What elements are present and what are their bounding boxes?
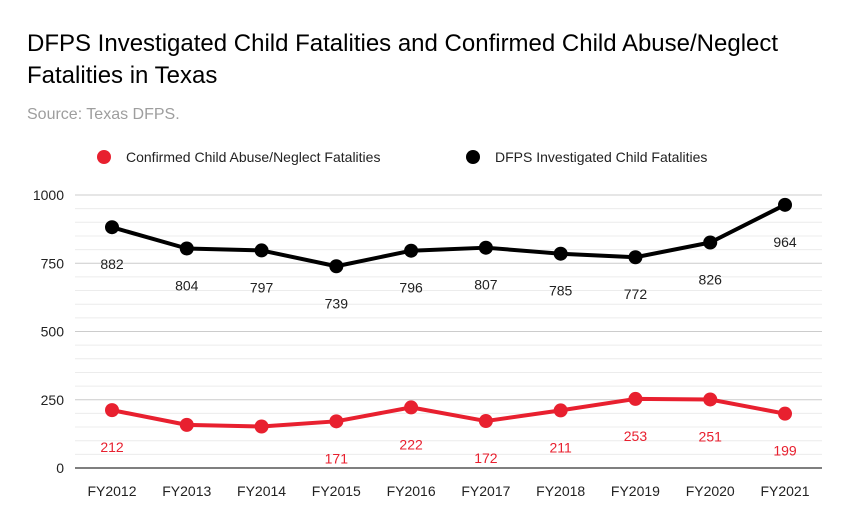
data-label: 739 [325, 295, 349, 311]
data-point [254, 243, 269, 258]
chart-title: DFPS Investigated Child Fatalities and C… [27, 30, 779, 89]
data-label: 212 [100, 439, 124, 455]
data-label: 172 [474, 450, 498, 466]
data-label: 964 [773, 234, 797, 250]
legend-entry-label: Confirmed Child Abuse/Neglect Fatalities [126, 149, 380, 165]
data-point [478, 414, 493, 429]
data-label: 251 [699, 428, 723, 444]
data-point [179, 417, 194, 432]
data-point [329, 414, 344, 429]
legend-marker [97, 150, 111, 164]
x-tick-label: FY2020 [686, 483, 735, 499]
data-point [105, 403, 119, 418]
data-point [703, 235, 718, 250]
data-label: 796 [399, 280, 423, 296]
series-line [110, 202, 787, 269]
data-label: 882 [100, 256, 124, 272]
y-tick-label: 0 [56, 460, 64, 476]
y-tick-label: 1000 [33, 187, 64, 203]
data-label: 797 [250, 279, 274, 295]
x-tick-label: FY2012 [87, 483, 136, 499]
x-tick-label: FY2017 [461, 483, 510, 499]
data-point [404, 243, 419, 258]
y-tick-label: 250 [41, 392, 65, 408]
data-label: 199 [773, 443, 797, 459]
data-label: 785 [549, 283, 573, 299]
data-point [553, 403, 568, 418]
data-point [478, 240, 493, 255]
data-point [404, 400, 419, 415]
data-label: 211 [550, 439, 573, 455]
data-point [628, 391, 643, 406]
x-tick-label: FY2014 [237, 483, 286, 499]
data-point [105, 220, 119, 235]
data-point [703, 392, 718, 407]
data-label: 772 [624, 286, 648, 302]
data-point [628, 250, 643, 265]
data-label: 253 [624, 428, 648, 444]
x-tick-label: FY2018 [536, 483, 585, 499]
legend: Confirmed Child Abuse/Neglect Fatalities… [97, 149, 707, 165]
y-tick-label: 500 [41, 324, 65, 340]
data-label: 171 [325, 450, 349, 466]
x-axis-ticks: FY2012 FY2013 FY2014 FY2015 FY2016 FY2017 FY20… [87, 483, 809, 499]
legend-entry-label: DFPS Investigated Child Fatalities [495, 149, 707, 165]
x-tick-label: FY2015 [312, 483, 361, 499]
x-tick-label: FY2019 [611, 483, 660, 499]
data-label: 804 [175, 278, 199, 294]
chart-subtitle: Source: Texas DFPS. [27, 106, 180, 123]
y-axis-ticks: 0 250 500 750 1000 [33, 187, 64, 476]
data-point [553, 246, 568, 261]
data-point [254, 419, 269, 434]
x-tick-label: FY2021 [760, 483, 809, 499]
x-tick-label: FY2013 [162, 483, 211, 499]
data-label: 807 [474, 277, 498, 293]
series-group: 882 804 797 739 796 807 785 772 826 964 [100, 197, 797, 311]
data-point [778, 197, 792, 212]
data-label: 222 [399, 436, 423, 452]
data-point [778, 406, 792, 421]
y-tick-label: 750 [41, 255, 65, 271]
data-point [329, 259, 344, 274]
series-line [110, 396, 787, 429]
series-group: 212 171 222 172 211 253 251 199 [100, 391, 797, 466]
x-tick-label: FY2016 [387, 483, 436, 499]
data-point [179, 241, 194, 256]
data-label: 826 [699, 272, 723, 288]
legend-marker [466, 150, 480, 164]
